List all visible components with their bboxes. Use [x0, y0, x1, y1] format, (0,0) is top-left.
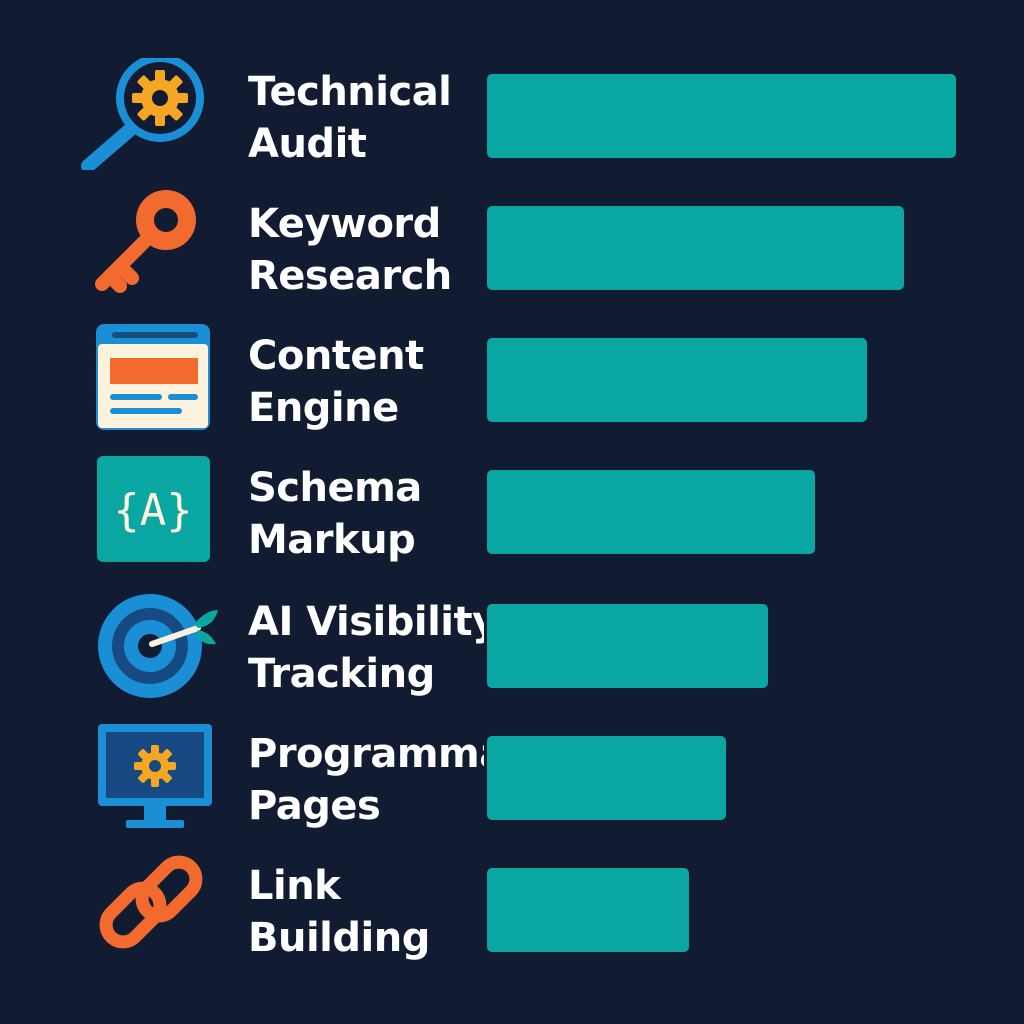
monitor-gear-icon: [74, 720, 218, 832]
chart-row-schema-markup: {A} Schema Markup: [0, 454, 1024, 566]
row-label-line2: Pages: [248, 783, 381, 829]
schema-code-icon: {A}: [74, 454, 218, 566]
chart-row-content-engine: Content Engine: [0, 322, 1024, 434]
row-label-line1: AI Visibility: [248, 599, 484, 645]
chart-row-ai-visibility-tracking: AI Visibility Tracking: [0, 588, 1024, 700]
chart-row-keyword-research: Keyword Research: [0, 190, 1024, 302]
chain-link-icon: [74, 852, 218, 964]
row-label-line2: Tracking: [248, 651, 435, 697]
magnifier-gear-icon: [74, 58, 218, 170]
row-label-line1: Keyword: [248, 201, 441, 247]
key-icon: [74, 190, 218, 302]
row-label: Technical Audit: [248, 66, 484, 170]
row-label: Schema Markup: [248, 462, 484, 566]
bar-programmatic-pages: [487, 736, 726, 820]
bar-schema-markup: [487, 470, 815, 554]
bar-ai-visibility-tracking: [487, 604, 768, 688]
row-label-line2: Markup: [248, 517, 416, 563]
chart-row-link-building: Link Building: [0, 852, 1024, 964]
row-label-line1: Link: [248, 863, 341, 909]
row-label-line2: Audit: [248, 121, 367, 167]
chart-row-technical-audit: Technical Audit: [0, 58, 1024, 170]
row-label-line2: Engine: [248, 385, 399, 431]
bar-content-engine: [487, 338, 867, 422]
chart-row-programmatic-pages: Programmatic Pages: [0, 720, 1024, 832]
row-label-line1: Technical: [248, 69, 452, 115]
row-label-line1: Schema: [248, 465, 422, 511]
row-label-line2: Building: [248, 915, 430, 961]
bar-link-building: [487, 868, 689, 952]
row-label: Content Engine: [248, 330, 484, 434]
row-label: Programmatic Pages: [248, 728, 484, 832]
svg-text:{A}: {A}: [113, 485, 192, 536]
row-label-line1: Content: [248, 333, 424, 379]
row-label: Link Building: [248, 860, 484, 964]
row-label-line2: Research: [248, 253, 452, 299]
row-label-line1: Programmatic: [248, 731, 484, 777]
row-label: AI Visibility Tracking: [248, 596, 484, 700]
bar-keyword-research: [487, 206, 904, 290]
webpage-icon: [74, 322, 218, 434]
bar-technical-audit: [487, 74, 956, 158]
target-icon: [74, 588, 218, 700]
row-label: Keyword Research: [248, 198, 484, 302]
